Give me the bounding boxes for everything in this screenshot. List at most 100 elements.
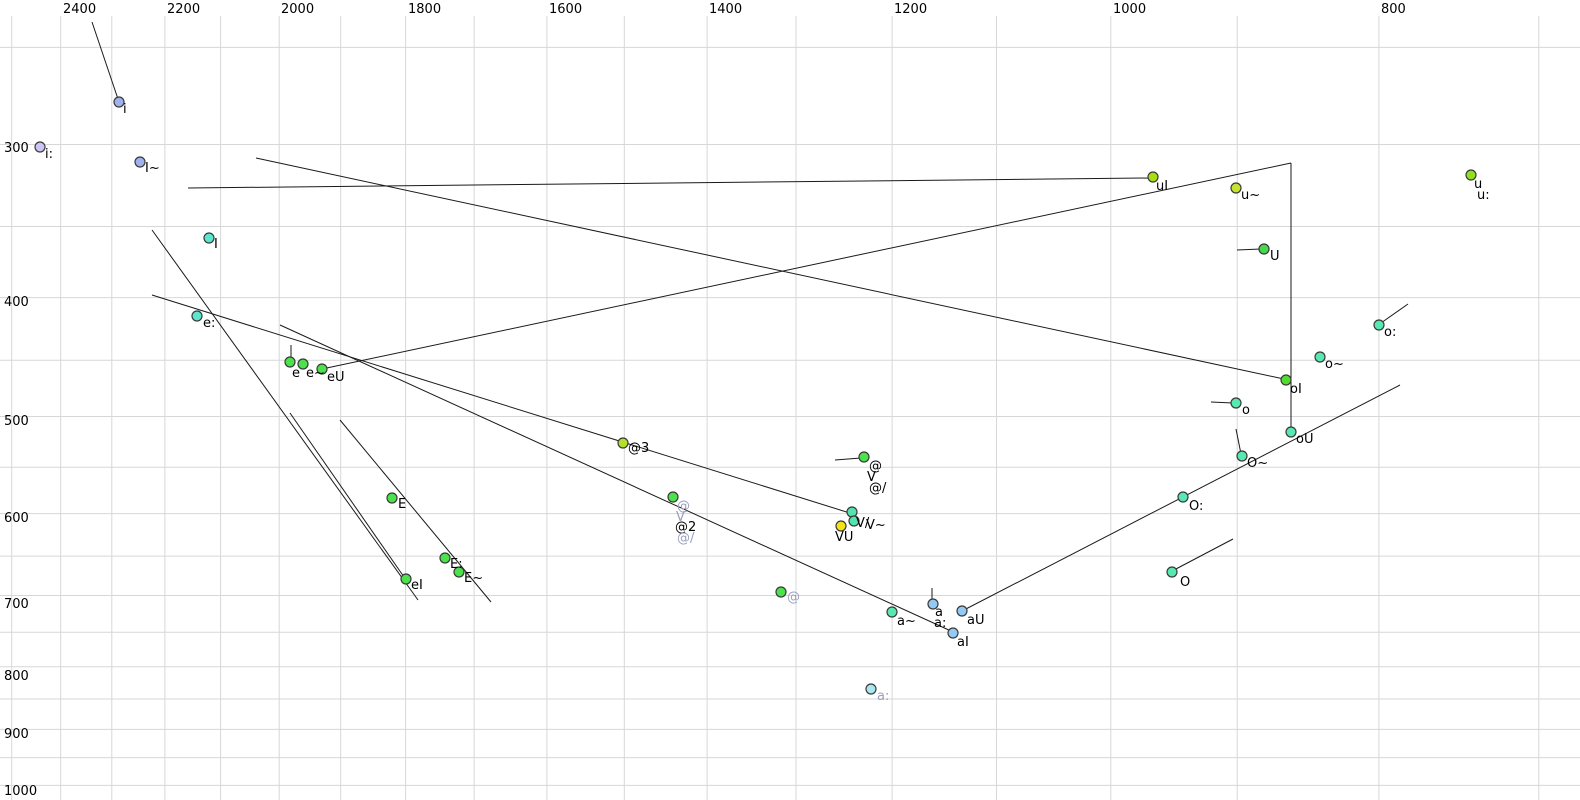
vowel-label: uI <box>1156 179 1168 194</box>
vowel-label: V/ <box>856 516 870 531</box>
y-axis-labels: 300 400 500 600 700 800 900 1000 <box>4 141 37 799</box>
vowel-point-@ <box>775 586 787 598</box>
vowel-point-O <box>1166 566 1178 578</box>
y-axis-tick-label: 600 <box>4 511 29 526</box>
vowel-label: V~ <box>866 518 886 533</box>
vowel-label: e~ <box>306 366 325 381</box>
vowel-label: I~ <box>145 161 160 176</box>
vowel-label: @3 <box>628 441 649 456</box>
vowel-label: @ <box>869 459 882 474</box>
vowel-point-E: <box>439 552 451 564</box>
trajectory-lines <box>91 21 1409 632</box>
trajectory-at-V-tick <box>834 457 862 461</box>
vowel-label: aU <box>967 613 984 628</box>
vowel-point-V/ <box>848 515 860 527</box>
vowel-point-@ <box>667 491 679 503</box>
vowel-label: u~ <box>1241 188 1260 203</box>
vowel-point-oI <box>1280 374 1292 386</box>
vowel-label: VU <box>835 530 853 545</box>
vowel-label: @ <box>677 499 690 514</box>
vowel-label: a: <box>877 689 889 704</box>
vowel-label: @ <box>787 590 800 605</box>
vowel-label: a <box>935 605 943 620</box>
trajectory-U-tick <box>1236 248 1262 251</box>
vowel-label: O <box>1180 575 1190 590</box>
y-axis-tick-label: 800 <box>4 669 29 684</box>
vowel-point-o: <box>1373 319 1385 331</box>
vowel-label: I <box>214 237 218 252</box>
vowel-point-@3 <box>617 437 629 449</box>
x-axis-tick-label: 1600 <box>549 2 582 17</box>
vowel-point-e: <box>191 310 203 322</box>
vowel-label: a: <box>934 616 946 631</box>
vowel-point-eI <box>400 573 412 585</box>
y-axis-tick-label: 700 <box>4 597 29 612</box>
vowel-point-I~ <box>134 156 146 168</box>
vowel-label: u: <box>1477 188 1490 203</box>
trajectory-E-glide <box>339 419 492 603</box>
vowel-point-o~ <box>1314 351 1326 363</box>
vowel-point-O~ <box>1236 450 1248 462</box>
trajectory-uI-glide <box>187 177 1151 189</box>
vowel-point-aI <box>947 627 959 639</box>
vowel-label: e <box>292 366 300 381</box>
trajectory-o-tick <box>1210 401 1234 404</box>
vowel-label: @/ <box>677 531 695 546</box>
vowel-label: oI <box>1290 382 1302 397</box>
vowel-point-uI <box>1147 171 1159 183</box>
x-axis-tick-label: 1200 <box>894 2 927 17</box>
vowel-point-a <box>927 598 939 610</box>
vowel-label: eU <box>327 370 345 385</box>
vowel-label: E <box>398 497 406 512</box>
vowel-label: E: <box>450 557 463 572</box>
vowel-label: o: <box>1384 325 1396 340</box>
vowel-point-E <box>386 492 398 504</box>
vowel-point-a: <box>865 683 877 695</box>
vowel-label: E~ <box>464 571 483 586</box>
vowel-labels: ii:I~Ie:e e~ eUEE:E~eI@3@V@2@/@V@/@V~V/VUa… <box>45 102 1490 704</box>
grid <box>0 16 1580 800</box>
vowel-label: V <box>867 470 876 485</box>
trajectory-i-glide <box>91 21 120 103</box>
x-axis-tick-label: 2400 <box>63 2 96 17</box>
vowel-label: e: <box>203 316 215 331</box>
vowel-label: V <box>676 510 685 525</box>
x-axis-tick-label: 1000 <box>1113 2 1146 17</box>
trajectory-eU-glide <box>321 162 1292 370</box>
vowel-label: u <box>1474 177 1482 192</box>
vowel-label: a~ <box>897 614 916 629</box>
vowel-points <box>34 96 1477 695</box>
x-axis-tick-label: 1800 <box>408 2 441 17</box>
vowel-point-o <box>1230 397 1242 409</box>
vowel-point-VU <box>835 520 847 532</box>
vowel-point-a~ <box>886 606 898 618</box>
vowel-point-oU <box>1285 426 1297 438</box>
trajectory-O-tick <box>1173 538 1234 571</box>
trajectory-aI-glide <box>279 324 952 632</box>
x-axis-tick-label: 2000 <box>281 2 314 17</box>
vowel-point-e <box>284 356 296 368</box>
vowel-label: @/ <box>869 481 887 496</box>
y-axis-tick-label: 1000 <box>4 784 37 799</box>
vowel-point-aU <box>956 605 968 617</box>
vowel-label: O~ <box>1247 456 1268 471</box>
vowel-label: @2 <box>675 520 696 535</box>
vowel-label: O: <box>1189 499 1203 514</box>
vowel-label: o <box>1242 403 1250 418</box>
vowel-point-E~ <box>453 566 465 578</box>
vowel-label: eI <box>411 578 423 593</box>
vowel-label: oU <box>1296 432 1313 447</box>
vowel-label: aI <box>957 635 969 650</box>
y-axis-tick-label: 400 <box>4 295 29 310</box>
trajectory-eI-glide <box>289 412 405 578</box>
trajectory-O-tilde-tick <box>1235 428 1242 455</box>
vowel-label: U <box>1270 249 1280 264</box>
trajectory-o-long-tick <box>1380 303 1409 324</box>
y-axis-tick-label: 900 <box>4 727 29 742</box>
vowel-point-i <box>113 96 125 108</box>
vowel-point-@ <box>858 451 870 463</box>
vowel-point-i: <box>34 141 46 153</box>
vowel-point-I <box>203 232 215 244</box>
vowel-point-u <box>1465 169 1477 181</box>
